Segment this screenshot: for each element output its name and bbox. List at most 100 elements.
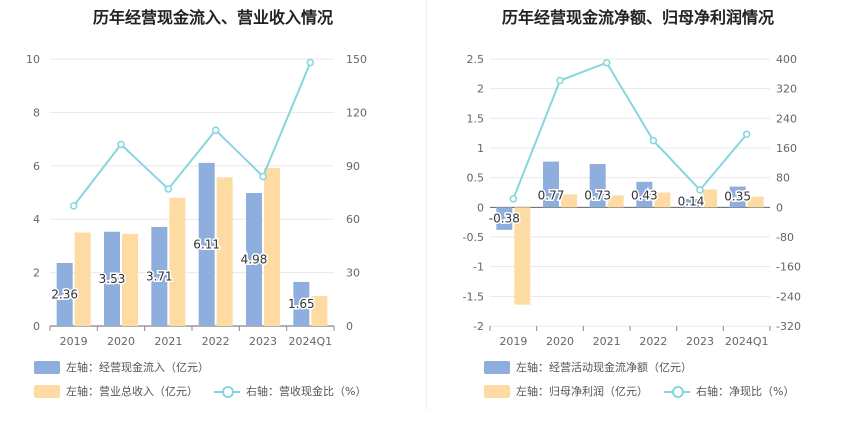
y-axis-right-tick-label: 400 — [776, 53, 797, 66]
legend-item-net-cash[interactable]: 左轴：经营活动现金流净额（亿元） — [484, 359, 692, 375]
bar-series-2 — [654, 192, 671, 208]
panel-divider — [426, 0, 427, 410]
y-axis-left-tick-label: 2.5 — [467, 53, 485, 66]
bar-data-label: 0.43 — [631, 188, 658, 202]
line-point — [649, 136, 658, 145]
legend-label: 左轴：经营现金流入（亿元） — [66, 361, 209, 374]
y-axis-right-tick-label: -240 — [776, 290, 801, 303]
y-axis-left-tick-label: 0.5 — [467, 172, 485, 185]
bar-series-2 — [74, 232, 91, 326]
y-axis-left-tick-label: 8 — [33, 106, 40, 119]
x-axis-tick-label: 2020 — [107, 335, 135, 348]
bar-series-1 — [636, 181, 653, 208]
chart-panel-netcash-profit: 历年经营现金流净额、归母净利润情况 -2 -1.5 -1 -0.5 0 0.5 1 1.5 2 2… — [426, 0, 850, 437]
y-axis-left-tick-label: 6 — [33, 160, 40, 173]
bar-series-1 — [683, 199, 699, 208]
legend-item-net-profit[interactable]: 左轴：归母净利润（亿元） — [484, 383, 648, 399]
x-axis-tick-label: 2021 — [154, 335, 182, 348]
chart-panel-cashflow-revenue: 历年经营现金流入、营业收入情况 0 2 4 6 8 10 0 30 60 90 120 150 2019… — [26, 8, 382, 399]
bar-data-label: 0.73 — [584, 188, 611, 202]
y-axis-left-tick-label: 1 — [477, 142, 484, 155]
legend-line-marker-icon — [664, 385, 690, 398]
y-axis-right-tick-label: 80 — [776, 172, 790, 185]
chart-canvas: 0 2 4 6 8 10 0 30 60 90 120 150 2019 2020 2021 2022 2023… — [26, 53, 367, 348]
chart-canvas: -2 -1.5 -1 -0.5 0 0.5 1 1.5 2 2.5 -320 -240 -160 -80 0… — [463, 53, 801, 348]
legend-label: 左轴：营业总收入（亿元） — [66, 385, 198, 398]
y-axis-right-tick-label: 150 — [346, 53, 367, 66]
line-point — [211, 126, 220, 134]
legend-row: 左轴：归母净利润（亿元） 右轴：净现比（%） — [484, 383, 810, 399]
x-axis-tick-label: 2024Q1 — [289, 335, 333, 348]
legend-row: 左轴：营业总收入（亿元） 右轴：营收现金比（%） — [34, 383, 382, 399]
legend-swatch — [34, 360, 60, 374]
bar-series-1 — [104, 231, 120, 326]
legend-swatch — [484, 360, 510, 374]
bar-series-2 — [561, 194, 577, 208]
bar-data-label: 4.98 — [241, 253, 268, 267]
bar-data-label: 2.36 — [51, 287, 78, 301]
legend-item-cash-inflow[interactable]: 左轴：经营现金流入（亿元） — [34, 359, 209, 375]
x-axis-tick-label: 2020 — [546, 335, 574, 348]
x-axis-tick-label: 2023 — [686, 335, 714, 348]
x-axis-tick-label: 2022 — [202, 335, 230, 348]
y-axis-left-tick-label: 2 — [477, 83, 484, 96]
line-series — [72, 62, 312, 207]
y-axis-left-tick-label: 0 — [33, 320, 40, 333]
legend-label: 右轴：营收现金比（%） — [246, 385, 367, 398]
legend-row: 左轴：经营现金流入（亿元） — [34, 359, 225, 375]
y-axis-right-tick-label: -320 — [776, 320, 801, 333]
bar-data-label: 0.77 — [538, 188, 565, 202]
line-point — [259, 172, 267, 181]
bar-data-label: 3.53 — [99, 272, 126, 286]
y-axis-left-tick-label: -1.5 — [463, 290, 484, 303]
y-axis-left-tick-label: 0 — [477, 201, 484, 214]
y-axis-right-tick-label: 0 — [776, 201, 783, 214]
bar-series-1 — [729, 186, 746, 208]
bar-series-1 — [543, 161, 559, 208]
bar-series-2 — [169, 197, 186, 326]
bar-series-1 — [56, 262, 73, 326]
bar-series-1 — [246, 193, 262, 326]
legend-label: 左轴：经营活动现金流净额（亿元） — [516, 361, 692, 374]
y-axis-right-tick-label: -160 — [776, 261, 801, 274]
y-axis-right-tick-label: 0 — [346, 320, 353, 333]
y-axis-left-tick-label: 10 — [26, 53, 40, 66]
bar-series-2 — [747, 196, 764, 208]
bar-series-2 — [607, 195, 624, 208]
bar-series-2 — [216, 177, 233, 326]
bar-series-1 — [589, 164, 606, 208]
bar-data-label: 0.35 — [724, 190, 751, 204]
legend-item-revenue[interactable]: 左轴：营业总收入（亿元） — [34, 383, 198, 399]
y-axis-left-tick-label: 2 — [33, 267, 40, 280]
line-point — [556, 76, 564, 85]
legend-swatch — [484, 384, 510, 398]
y-axis-right-tick-label: 160 — [776, 142, 797, 155]
x-axis-tick-label: 2022 — [639, 335, 667, 348]
y-axis-right-tick-label: 60 — [346, 213, 360, 226]
y-axis-right-tick-label: 90 — [346, 160, 360, 173]
y-axis-right-tick-label: 320 — [776, 83, 797, 96]
legend-row: 左轴：经营活动现金流净额（亿元） — [484, 359, 708, 375]
x-axis-tick-label: 2021 — [593, 335, 621, 348]
legend-item-net-cash-ratio[interactable]: 右轴：净现比（%） — [664, 383, 794, 399]
y-axis-left-tick-label: -0.5 — [463, 231, 484, 244]
y-axis-right-tick-label: 240 — [776, 112, 797, 125]
y-axis-left-tick-label: 4 — [33, 213, 40, 226]
bar-data-label: 0.14 — [678, 194, 705, 208]
line-point — [117, 140, 125, 149]
legend-item-cash-ratio[interactable]: 右轴：营收现金比（%） — [214, 383, 366, 399]
x-axis-tick-label: 2024Q1 — [725, 335, 769, 348]
bar-series-2 — [311, 296, 328, 326]
line-point — [696, 186, 704, 194]
chart-title: 历年经营现金流入、营业收入情况 — [92, 8, 333, 27]
line-point — [509, 195, 518, 203]
bar-data-label: 3.71 — [146, 269, 173, 283]
x-axis-tick-label: 2023 — [249, 335, 277, 348]
line-point — [69, 202, 78, 210]
y-axis-right-tick-label: 30 — [346, 267, 360, 280]
bar-series-2 — [264, 167, 280, 326]
bar-series-2 — [701, 189, 717, 208]
bar-data-label: -0.38 — [489, 212, 520, 226]
y-axis-right-tick-label: -80 — [776, 231, 794, 244]
line-series — [512, 61, 748, 200]
